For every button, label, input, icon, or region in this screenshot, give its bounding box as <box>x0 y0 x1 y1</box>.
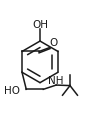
Text: OH: OH <box>32 20 48 29</box>
Text: HO: HO <box>4 86 20 96</box>
Text: O: O <box>50 38 58 48</box>
Text: NH: NH <box>48 75 64 85</box>
